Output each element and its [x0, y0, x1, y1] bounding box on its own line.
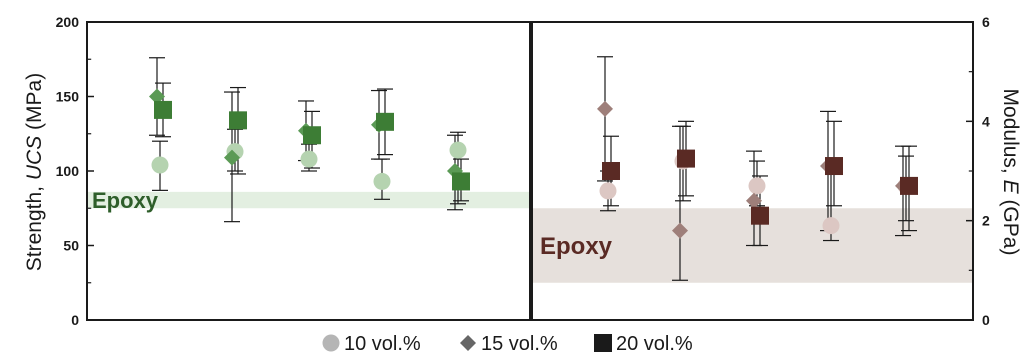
panel1-point-diamond [746, 192, 762, 209]
panel0-point-square [376, 112, 394, 131]
panel0-ytick-label: 150 [56, 89, 80, 105]
panel0-epoxy-band [88, 191, 530, 209]
legend-marker-circle [322, 334, 340, 352]
panel1-point-diamond [672, 222, 688, 239]
legend-label: 20 vol.% [616, 333, 693, 355]
legend-marker-square [594, 334, 612, 352]
left-ylabel-prefix: Strength, [23, 180, 46, 271]
panel0-point-square [229, 111, 247, 130]
panel1-ytick-label: 2 [982, 213, 990, 229]
panel0-point-square [452, 172, 470, 191]
legend-marker-diamond [460, 335, 476, 351]
panel1-point-circle [599, 182, 617, 200]
panel1-point-square [900, 176, 918, 195]
left-ylabel: Strength, UCS (MPa) [23, 73, 46, 271]
right-ylabel-italic: E [999, 180, 1022, 195]
panel0-ytick-label: 200 [56, 14, 80, 30]
panel1-point-square [751, 206, 769, 225]
panel0-point-circle [373, 172, 391, 190]
panel1-point-square [825, 157, 843, 176]
panel0-epoxy-band-label: Epoxy [92, 188, 159, 213]
panel1-ytick-label: 4 [982, 113, 990, 129]
panel0-ytick-label: 100 [56, 163, 80, 179]
panel0-point-square [303, 126, 321, 145]
panel1-point-square [677, 149, 695, 168]
panel0-point-circle [300, 150, 318, 168]
right-ylabel-suffix: (GPa) [999, 194, 1022, 256]
left-ylabel-suffix: (MPa) [23, 73, 46, 136]
panel0-ytick-label: 50 [63, 238, 79, 254]
panel1-point-circle [822, 217, 840, 235]
right-ylabel-prefix: Modulus, [999, 89, 1022, 180]
panel1-ytick-label: 6 [982, 14, 990, 30]
right-ylabel: Modulus, E (GPa) [999, 89, 1022, 256]
panel1-ytick-label: 0 [982, 312, 990, 328]
panel1-point-circle [748, 177, 766, 195]
panel0-point-circle [449, 141, 467, 159]
panel1-point-square [602, 162, 620, 180]
legend-label: 15 vol.% [481, 333, 558, 355]
panel1-point-diamond [597, 100, 613, 117]
panel0-point-square [154, 100, 172, 119]
panel0-point-diamond [224, 149, 240, 166]
panel0-ytick-label: 0 [71, 312, 79, 328]
legend-label: 10 vol.% [344, 333, 421, 355]
left-ylabel-italic: UCS [23, 136, 46, 180]
panel0-point-diamond [149, 88, 165, 105]
panel0-point-circle [151, 156, 169, 174]
panel1-epoxy-band-label: Epoxy [540, 233, 613, 260]
